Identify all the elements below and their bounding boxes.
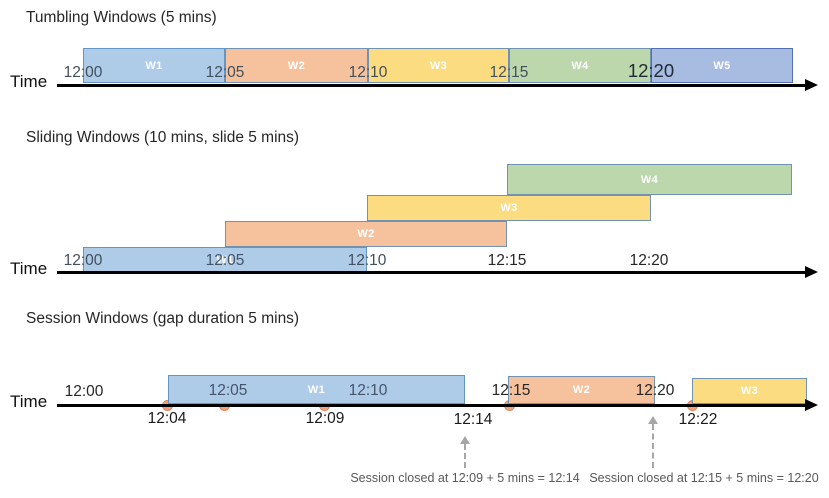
session-tick: 12:20 [635,382,675,399]
event-time-label: 12:22 [678,411,718,428]
tumbling-window-w5: W5 [651,48,793,83]
session-tick: 12:10 [348,382,388,399]
session-window-w3: W3 [692,378,807,404]
window-label: W4 [571,59,589,72]
window-label: W3 [740,385,759,397]
callout-arrow-line [652,424,654,468]
session-closed-annotation-1: Session closed at 12:09 + 5 mins = 12:14 [350,471,580,485]
tumbling-tick: 12:15 [489,64,529,81]
event-time-label: 12:04 [147,410,187,427]
sliding-title: Sliding Windows (10 mins, slide 5 mins) [26,129,300,146]
session-closed-annotation-2: Session closed at 12:15 + 5 mins = 12:20 [589,471,819,485]
callout-arrow-line [464,444,466,468]
tumbling-window-w3: W3 [368,48,509,83]
tumbling-window-w1: W1 [83,48,225,83]
session-title: Session Windows (gap duration 5 mins) [26,310,300,327]
tumbling-tick: 12:05 [205,64,245,81]
sliding-tick: 12:05 [205,252,245,269]
tumbling-window-w2: W2 [225,48,368,83]
session-window-w2: W2 [508,376,655,404]
session-axis-arrowhead-icon [805,399,818,411]
window-label: W5 [713,59,731,72]
window-label: W1 [216,254,234,266]
tumbling-window-w4: W4 [509,48,651,83]
session-time-axis-label: Time [10,392,48,411]
window-label: W3 [500,202,518,214]
session-window-w1: W1 [168,375,465,404]
tumbling-axis-arrowhead-icon [805,79,818,91]
window-label: W1 [145,59,163,72]
tumbling-tick: 12:10 [348,64,388,81]
sliding-time-axis [57,271,805,274]
sliding-tick: 12:15 [487,252,527,269]
session-tick: 12:00 [64,383,104,400]
sliding-tick: 12:00 [63,252,103,269]
sliding-axis-arrowhead-icon [805,266,818,278]
event-time-label: 12:09 [305,410,345,427]
sliding-window-w1: W1 [83,247,367,273]
session-time-axis [57,404,805,407]
tumbling-tick: 12:00 [63,64,103,81]
session-tick: 12:15 [491,382,531,399]
session-tick: 12:05 [208,382,248,399]
callout-arrowhead-icon [460,436,470,444]
event-time-label: 12:14 [453,411,493,428]
tumbling-tick: 12:20 [627,60,675,81]
window-label: W4 [640,173,659,186]
window-label: W2 [572,384,591,396]
window-label: W2 [357,228,375,240]
sliding-time-axis-label: Time [10,259,48,278]
sliding-window-w2: W2 [225,221,507,247]
tumbling-time-axis [57,84,805,87]
sliding-tick: 12:20 [629,252,669,269]
window-label: W2 [287,59,306,72]
window-label: W3 [429,59,448,72]
sliding-window-w4: W4 [507,164,792,195]
sliding-window-w3: W3 [367,195,651,221]
tumbling-time-axis-label: Time [10,72,48,91]
callout-arrowhead-icon [648,416,658,424]
window-label: W1 [307,383,326,396]
tumbling-title: Tumbling Windows (5 mins) [26,9,217,26]
sliding-tick: 12:10 [347,252,387,269]
